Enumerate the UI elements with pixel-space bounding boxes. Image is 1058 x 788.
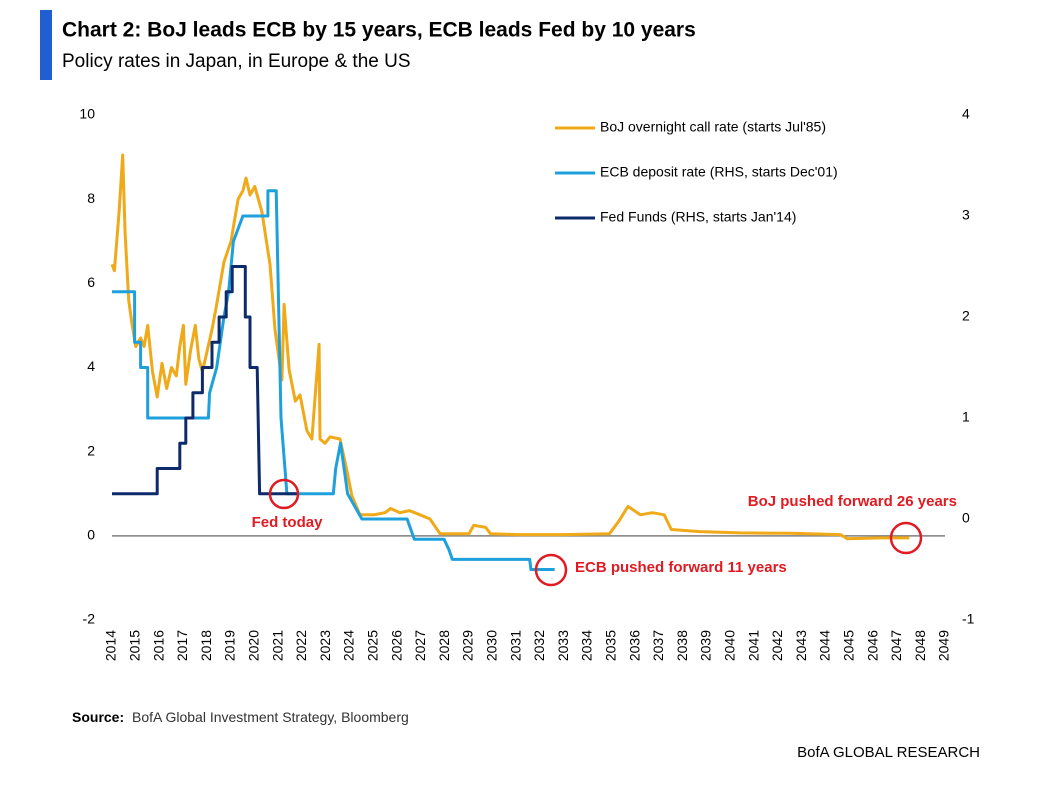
branding: BofA GLOBAL RESEARCH bbox=[797, 744, 980, 761]
annotation-circle bbox=[889, 521, 923, 555]
x-tick-label: 2018 bbox=[198, 630, 214, 661]
source-label: Source: bbox=[72, 709, 124, 725]
x-tick-label: 2048 bbox=[912, 630, 928, 661]
x-tick-label: 2019 bbox=[222, 630, 238, 661]
x-tick-label: 2037 bbox=[650, 630, 666, 661]
x-tick-label: 2021 bbox=[269, 630, 285, 661]
x-tick-label: 2027 bbox=[412, 630, 428, 661]
x-tick-label: 2034 bbox=[579, 630, 595, 661]
series-line bbox=[110, 153, 910, 541]
x-tick-label: 2038 bbox=[674, 630, 690, 661]
y2-tick-label: 1 bbox=[962, 409, 970, 425]
annotation-circle bbox=[268, 478, 300, 510]
annotation: BoJ pushed forward 26 years bbox=[748, 493, 957, 510]
legend-label: ECB deposit rate (RHS, starts Dec'01) bbox=[600, 164, 838, 180]
legend-label: BoJ overnight call rate (starts Jul'85) bbox=[600, 119, 826, 135]
y2-tick-label: 3 bbox=[962, 207, 970, 223]
x-tick-label: 2045 bbox=[841, 630, 857, 661]
x-tick-label: 2020 bbox=[246, 630, 262, 661]
y-tick-label: 2 bbox=[87, 442, 95, 458]
source-note: Source: BofA Global Investment Strategy,… bbox=[72, 709, 409, 725]
title-accent bbox=[40, 10, 52, 80]
y2-tick-label: 4 bbox=[962, 106, 970, 122]
series-line bbox=[112, 189, 555, 571]
x-tick-label: 2041 bbox=[745, 630, 761, 661]
x-tick-label: 2036 bbox=[626, 630, 642, 661]
x-tick-label: 2032 bbox=[531, 630, 547, 661]
y2-tick-label: 2 bbox=[962, 308, 970, 324]
y2-tick-label: 0 bbox=[962, 510, 970, 526]
x-tick-label: 2044 bbox=[817, 630, 833, 661]
chart-subtitle: Policy rates in Japan, in Europe & the U… bbox=[62, 51, 411, 72]
y2-tick-label: -1 bbox=[962, 611, 975, 627]
x-tick-label: 2031 bbox=[507, 630, 523, 661]
x-tick-label: 2035 bbox=[603, 630, 619, 661]
x-tick-label: 2026 bbox=[388, 630, 404, 661]
x-tick-label: 2040 bbox=[722, 630, 738, 661]
x-tick-label: 2015 bbox=[127, 630, 143, 661]
y-tick-label: 4 bbox=[87, 358, 95, 374]
x-tick-label: 2039 bbox=[698, 630, 714, 661]
x-tick-label: 2014 bbox=[103, 630, 119, 661]
x-tick-label: 2016 bbox=[150, 630, 166, 661]
source-text: BofA Global Investment Strategy, Bloombe… bbox=[132, 709, 409, 725]
y-tick-label: 0 bbox=[87, 527, 95, 543]
chart-title: Chart 2: BoJ leads ECB by 15 years, ECB … bbox=[62, 19, 696, 42]
series-line bbox=[112, 265, 298, 496]
x-tick-label: 2022 bbox=[293, 630, 309, 661]
y-tick-label: 6 bbox=[87, 274, 95, 290]
x-tick-label: 2030 bbox=[484, 630, 500, 661]
x-tick-label: 2033 bbox=[555, 630, 571, 661]
x-tick-label: 2049 bbox=[936, 630, 952, 661]
x-tick-label: 2028 bbox=[436, 630, 452, 661]
annotation: ECB pushed forward 11 years bbox=[575, 559, 787, 576]
x-tick-label: 2023 bbox=[317, 630, 333, 661]
x-tick-label: 2017 bbox=[174, 630, 190, 661]
y-tick-label: -2 bbox=[83, 611, 96, 627]
x-tick-label: 2043 bbox=[793, 630, 809, 661]
x-tick-label: 2047 bbox=[888, 630, 904, 661]
x-tick-label: 2046 bbox=[864, 630, 880, 661]
y-tick-label: 8 bbox=[87, 190, 95, 206]
plot-area: -2 0 2 4 6 8 10 -1 0 1 2 3 4 2014 2015 2016 2017 2018 2019… bbox=[79, 106, 974, 661]
annotation-circle bbox=[534, 553, 568, 587]
x-tick-label: 2024 bbox=[341, 630, 357, 661]
legend-label: Fed Funds (RHS, starts Jan'14) bbox=[600, 209, 796, 225]
x-tick-label: 2029 bbox=[460, 630, 476, 661]
annotation: Fed today bbox=[252, 514, 323, 531]
y-tick-label: 10 bbox=[79, 106, 95, 122]
x-tick-label: 2042 bbox=[769, 630, 785, 661]
x-tick-label: 2025 bbox=[365, 630, 381, 661]
